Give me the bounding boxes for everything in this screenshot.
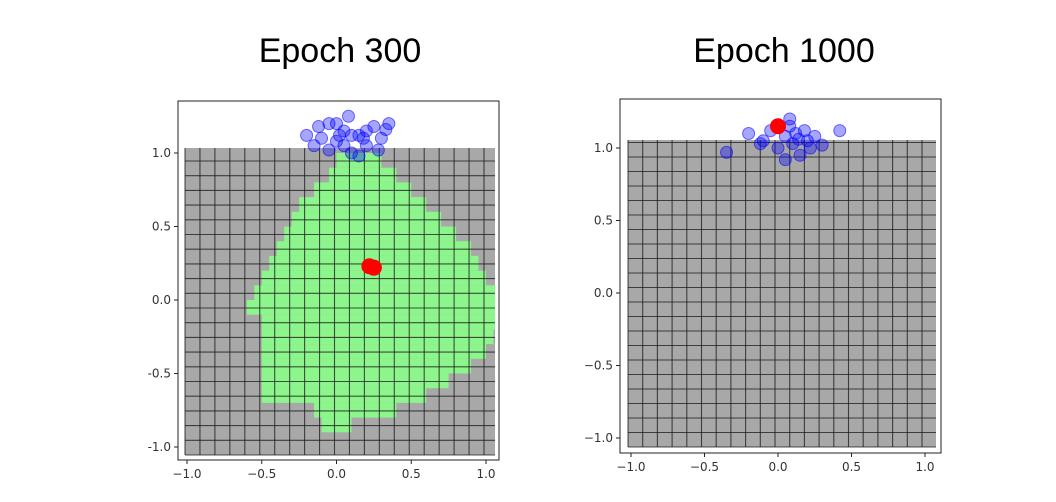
plot1-y-tick-label: -0.5 (148, 367, 171, 381)
plot1-green-region-row (284, 226, 457, 242)
plot2-sample-point (803, 141, 817, 155)
plot1-x-tick-label: 0.5 (402, 467, 421, 481)
plot1-sample-point (341, 109, 355, 123)
plot1-sample-point (330, 117, 343, 131)
plot2-sample-point (720, 145, 734, 159)
plot1-sample-point (371, 143, 385, 157)
plot1-green-region-row (261, 344, 486, 359)
plot1-green-region-row (276, 241, 472, 256)
plot1-sample-point (352, 149, 366, 163)
plot1-sample-point (382, 117, 396, 131)
plot1-green-region-row (246, 300, 495, 315)
plot1-green-region-row (261, 373, 449, 389)
plot1-sample-point (359, 139, 373, 153)
plot2-y-tick-label: 0.5 (594, 214, 613, 228)
plot1-green-region-row (291, 211, 442, 227)
plot2-sample-point (808, 129, 822, 143)
plot2-cell-field (628, 140, 936, 447)
plot1-green-region-row (261, 388, 427, 403)
plot1-x-tick-label: 1.0 (476, 467, 495, 481)
plot1-green-region-row (314, 182, 412, 198)
plot1-green-region-row (261, 358, 472, 374)
plot1-x-tick-label: −1.0 (172, 467, 201, 481)
plot2-x-tick-label: 0.5 (842, 460, 861, 474)
plot2-axes-frame (619, 98, 942, 454)
plot2-sample-point (792, 132, 806, 146)
plot2-sample-point (793, 148, 807, 162)
plot2-y-tick-label: 1.0 (594, 141, 613, 155)
plot1-green-region-row (261, 329, 494, 345)
plot2-sample-point (783, 112, 797, 126)
plot1-green-region-row (321, 417, 352, 433)
plot1-x-tick-label: 0.0 (327, 467, 346, 481)
plot2-y-tick-label: 0.0 (594, 286, 613, 300)
plot1-sample-point (367, 120, 381, 134)
plot1-green-region-row (254, 285, 495, 300)
plot2-x-tick-label: 1.0 (915, 460, 934, 474)
plot1-green-region-row (261, 314, 495, 330)
plot2-sample-point (771, 141, 785, 155)
plot2-y-tick-label: −0.5 (584, 359, 613, 373)
plot1-y-tick-label: 1.0 (152, 146, 171, 160)
plot1-y-tick-label: 0.0 (152, 293, 171, 307)
plot1-y-tick-label: -1.0 (148, 440, 171, 454)
plot1-sample-point (312, 120, 326, 134)
plot2-x-tick-label: −1.0 (616, 460, 645, 474)
plot2-x-tick-label: 0.0 (768, 460, 787, 474)
plot1-sample-point (315, 131, 329, 145)
plot2-sample-point (833, 124, 847, 138)
plot1-green-region-row (261, 270, 486, 286)
plot2-y-tick-label: −1.0 (584, 431, 613, 445)
plot1-green-region-row (336, 153, 382, 168)
plot2-mean-point (770, 118, 786, 135)
plot2-sample-point (778, 153, 792, 167)
plot1-sample-point (356, 131, 370, 145)
plot1-green-region-row (299, 197, 427, 212)
chart-title-epoch-1000: Epoch 1000 (693, 32, 875, 70)
plot1-mean-point (365, 259, 382, 276)
plot1-x-tick-label: −0.5 (247, 467, 276, 481)
plot1-sample-point (379, 122, 393, 136)
plot1-sample-point (344, 128, 358, 142)
plot2-x-tick-label: −0.5 (690, 460, 719, 474)
plot1-sample-point (359, 124, 373, 138)
plot1-axes-frame (177, 100, 500, 461)
plot1-sample-point (332, 128, 346, 142)
plot2-sample-point (753, 137, 767, 151)
plot1-green-region-row (329, 167, 397, 183)
plot1-sample-point (322, 117, 336, 131)
plot1-green-region-row (314, 402, 397, 418)
plot2-sample-point (742, 127, 756, 140)
plot1-y-tick-label: 0.5 (152, 220, 171, 234)
plot1-sample-point (300, 128, 314, 142)
plot2-sample-point (815, 138, 829, 152)
plot1-sample-point (322, 143, 336, 157)
plot1-sample-point (330, 134, 343, 148)
chart-title-epoch-300: Epoch 300 (258, 32, 422, 70)
